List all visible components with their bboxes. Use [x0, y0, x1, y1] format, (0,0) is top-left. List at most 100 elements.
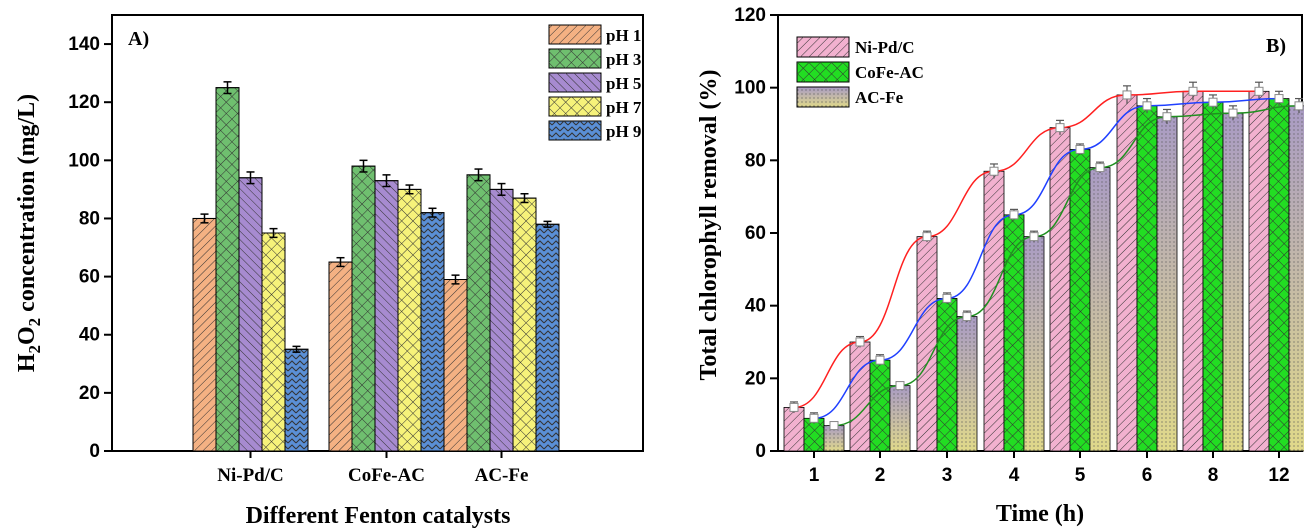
panel-b-point-ni-pd-c-4h	[989, 166, 999, 176]
panel-b-legend-label-cofe-ac: CoFe-AC	[855, 63, 924, 82]
panel-b-bar-3h-cofe-ac-pattern	[937, 298, 957, 451]
panel-b-bar-12h-ni-pd-c-pattern	[1249, 91, 1269, 452]
panel-b-point-ac-fe-3h	[962, 312, 972, 322]
panel-b-x-tick-label: 2	[875, 465, 886, 486]
panel-b-legend-label-ni-pd-c: Ni-Pd/C	[855, 38, 915, 57]
panel-a-bar-ni-pd-c-ph-5-pattern	[238, 177, 263, 452]
panel-b-point-cofe-ac-5h	[1075, 144, 1085, 154]
panel-b-y-tick-label: 60	[745, 223, 766, 244]
panel-b-bar-2h-ac-fe-pattern	[890, 385, 910, 451]
panel-b-point-ac-fe-2h	[895, 381, 905, 391]
panel-b-x-tick-label: 8	[1208, 465, 1219, 486]
panel-b-x-axis-label: Time (h)	[996, 501, 1084, 527]
panel-b-point-ac-fe-8h	[1228, 108, 1238, 118]
panel-b-bar-6h-cofe-ac-pattern	[1137, 105, 1157, 451]
panel-b-x-tick-label: 5	[1075, 465, 1086, 486]
panel-b-bar-6h-ac-fe-pattern	[1157, 116, 1177, 451]
panel-b-point-cofe-ac-8h	[1208, 97, 1218, 107]
panel-a-x-tick-label: AC-Fe	[475, 465, 529, 486]
panel-a-legend-label-ph-7: pH 7	[606, 98, 642, 117]
panel-b-point-ac-fe-5h	[1095, 163, 1105, 173]
panel-b-x-tick-label: 3	[942, 465, 953, 486]
panel-b-bar-1h-ni-pd-c-pattern	[784, 407, 804, 451]
panel-b-point-cofe-ac-3h	[942, 293, 952, 303]
panel-b-bar-3h-ac-fe-pattern	[957, 316, 977, 451]
panel-a-bar-ac-fe-ph-9-pattern	[535, 223, 560, 452]
panel-a-legend-swatch-pattern-ph-7	[549, 97, 601, 116]
panel-b-y-tick-label: 40	[745, 296, 766, 317]
panel-b-trend-line-ac-fe	[833, 105, 1300, 427]
panel-a-bar-cofe-ac-ph-1-pattern	[328, 261, 353, 452]
panel-a-bar-cofe-ac-ph-7-pattern	[397, 188, 422, 452]
panel-b-bar-2h-ni-pd-c-pattern	[850, 342, 870, 451]
panel-a-y-tick-label: 100	[68, 150, 100, 171]
panel-b-y-tick-label: 120	[734, 5, 766, 26]
panel-b-x-tick-label: 12	[1268, 465, 1289, 486]
panel-b-point-ac-fe-4h	[1029, 232, 1039, 242]
panel-a-bar-cofe-ac-ph-5-pattern	[374, 180, 399, 452]
panel-b-bar-3h-ni-pd-c-pattern	[917, 236, 937, 451]
panel-a-label: A)	[128, 28, 149, 50]
panel-a-legend: pH 1 pH 3 pH 5 pH 7 pH 9	[548, 24, 642, 141]
panel-b-point-ni-pd-c-5h	[1055, 123, 1065, 133]
panel-b-bar-12h-cofe-ac-pattern	[1269, 98, 1289, 452]
panel-a-bar-ni-pd-c-ph-1-pattern	[192, 217, 217, 452]
panel-a-bar-cofe-ac-ph-3-pattern	[351, 165, 376, 452]
panel-a-legend-label-ph-3: pH 3	[606, 50, 641, 69]
panel-a-y-axis-label: H2O2 concentration (mg/L)	[14, 94, 44, 372]
panel-b-bar-4h-cofe-ac-pattern	[1004, 214, 1024, 451]
panel-b-point-ni-pd-c-6h	[1122, 90, 1132, 100]
panel-a-bar-ni-pd-c-ph-7-pattern	[261, 232, 286, 452]
panel-b-x-tick-label: 6	[1142, 465, 1153, 486]
panel-a-bar-ni-pd-c-ph-9-pattern	[284, 348, 309, 452]
panel-a-legend-swatch-pattern-ph-9	[549, 121, 601, 140]
panel-b-point-cofe-ac-6h	[1142, 101, 1152, 111]
panel-a-bar-cofe-ac-ph-9-pattern	[420, 212, 445, 452]
panel-a-legend-swatch-pattern-ph-1	[549, 25, 601, 44]
panel-a-x-tick-label: Ni-Pd/C	[217, 465, 284, 486]
panel-b-x-tick-label: 1	[809, 465, 820, 486]
panel-a-legend-swatch-pattern-ph-3	[549, 49, 601, 68]
panel-b-x-tick-label: 4	[1009, 465, 1020, 486]
panel-a-y-tick-label: 60	[79, 267, 100, 288]
panel-a-y-tick-label: 40	[79, 325, 100, 346]
panel-b-point-ac-fe-1h	[829, 421, 839, 431]
panel-b-bar-8h-ac-fe-pattern	[1223, 113, 1243, 451]
panel-a-y-tick-label: 80	[79, 208, 100, 229]
panel-b-point-ni-pd-c-3h	[922, 232, 932, 242]
panel-b-point-ni-pd-c-1h	[789, 402, 799, 412]
panel-a-x-tick-label: CoFe-AC	[348, 465, 425, 486]
panel-b-y-tick-label: 100	[734, 78, 766, 99]
panel-a-y-tick-label: 120	[68, 92, 100, 113]
panel-b-legend-swatch-pattern-ni-pd-c	[797, 37, 849, 57]
panel-b-legend: Ni-Pd/C CoFe-AC AC-Fe	[796, 36, 924, 108]
panel-b-y-axis-label: Total chlorophyll removal (%)	[696, 70, 722, 381]
panel-a-y-tick-label: 20	[79, 383, 100, 404]
panel-b-point-ac-fe-12h	[1294, 101, 1304, 111]
panel-b-point-ni-pd-c-8h	[1188, 86, 1198, 96]
panel-b-bar-2h-cofe-ac-pattern	[870, 360, 890, 451]
panel-b-bar-1h-ac-fe-pattern	[824, 425, 844, 451]
panel-b-y-tick-label: 0	[755, 441, 766, 462]
panel-a-bar-ac-fe-ph-1-pattern	[443, 279, 468, 452]
panel-b-bar-4h-ac-fe-pattern	[1024, 236, 1044, 451]
panel-b-label: B)	[1266, 35, 1286, 57]
panel-b-point-ni-pd-c-12h	[1254, 86, 1264, 96]
panel-b-point-cofe-ac-1h	[809, 413, 819, 423]
panel-a-x-axis-label: Different Fenton catalysts	[246, 503, 511, 529]
panel-b-y-tick-label: 20	[745, 368, 766, 389]
panel-b-legend-swatch-pattern-ac-fe	[797, 87, 849, 107]
panel-a-legend-label-ph-1: pH 1	[606, 26, 641, 45]
panel-a-legend-swatch-pattern-ph-5	[549, 73, 601, 92]
panel-b-bar-5h-ni-pd-c-pattern	[1050, 127, 1070, 451]
panel-a: A) 0 20 40 60 80 100 120 140 Ni-Pd/C CoFe-AC AC-F…	[14, 14, 644, 529]
panel-b-bar-6h-ni-pd-c-pattern	[1117, 94, 1137, 451]
panel-b-y-tick-label: 80	[745, 150, 766, 171]
panel-b-point-cofe-ac-2h	[875, 355, 885, 365]
panel-a-legend-label-ph-9: pH 9	[606, 122, 641, 141]
panel-a-bar-ni-pd-c-ph-3-pattern	[215, 87, 240, 452]
panel-b-bar-8h-ni-pd-c-pattern	[1183, 91, 1203, 452]
panel-b-point-cofe-ac-4h	[1009, 210, 1019, 220]
